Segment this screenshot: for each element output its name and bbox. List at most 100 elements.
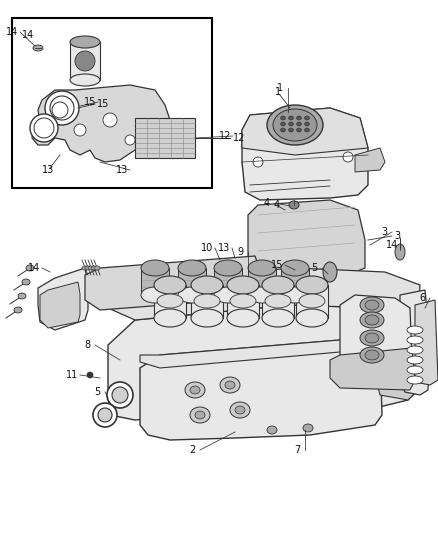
Ellipse shape [91, 266, 97, 270]
Ellipse shape [297, 122, 301, 126]
Ellipse shape [74, 124, 86, 136]
Ellipse shape [265, 294, 291, 308]
Ellipse shape [103, 113, 117, 127]
Ellipse shape [407, 376, 423, 384]
Text: 14: 14 [386, 240, 398, 250]
Text: 13: 13 [42, 165, 54, 175]
Ellipse shape [304, 116, 310, 120]
Ellipse shape [365, 333, 379, 343]
Ellipse shape [273, 109, 317, 141]
Ellipse shape [262, 309, 294, 327]
Text: 3: 3 [381, 227, 387, 237]
Text: 9: 9 [237, 247, 243, 257]
Ellipse shape [88, 266, 94, 270]
Polygon shape [248, 200, 365, 272]
Ellipse shape [280, 116, 286, 120]
Ellipse shape [190, 407, 210, 423]
Text: 5: 5 [311, 263, 317, 273]
Ellipse shape [407, 366, 423, 374]
Text: 12: 12 [219, 131, 231, 141]
Ellipse shape [303, 424, 313, 432]
Ellipse shape [220, 377, 240, 393]
Ellipse shape [281, 260, 309, 276]
Ellipse shape [93, 403, 117, 427]
Ellipse shape [45, 91, 79, 125]
Polygon shape [330, 348, 415, 390]
Ellipse shape [194, 294, 220, 308]
Ellipse shape [235, 406, 245, 414]
Ellipse shape [112, 387, 128, 403]
Ellipse shape [85, 266, 91, 270]
Ellipse shape [280, 128, 286, 132]
Ellipse shape [360, 330, 384, 346]
Polygon shape [154, 285, 186, 318]
Ellipse shape [299, 294, 325, 308]
Ellipse shape [154, 276, 186, 294]
Ellipse shape [360, 297, 384, 313]
Ellipse shape [407, 336, 423, 344]
Polygon shape [340, 295, 412, 372]
Ellipse shape [178, 260, 206, 276]
Ellipse shape [191, 309, 223, 327]
Ellipse shape [360, 347, 384, 363]
Ellipse shape [141, 260, 169, 276]
Ellipse shape [34, 118, 54, 138]
Text: 1: 1 [275, 87, 281, 97]
Text: 11: 11 [66, 370, 78, 380]
Polygon shape [108, 268, 420, 325]
Polygon shape [32, 85, 170, 162]
Polygon shape [227, 285, 259, 318]
Polygon shape [191, 285, 223, 318]
Text: 14: 14 [22, 30, 34, 40]
Ellipse shape [296, 276, 328, 294]
Text: 5: 5 [94, 387, 100, 397]
Text: 14: 14 [6, 27, 18, 37]
Ellipse shape [248, 260, 276, 276]
Polygon shape [141, 268, 169, 295]
Ellipse shape [185, 382, 205, 398]
Ellipse shape [70, 74, 100, 86]
Ellipse shape [157, 294, 183, 308]
Polygon shape [415, 300, 438, 385]
Ellipse shape [253, 157, 263, 167]
Text: 1: 1 [277, 83, 283, 93]
Ellipse shape [407, 356, 423, 364]
Ellipse shape [365, 350, 379, 360]
Ellipse shape [191, 276, 223, 294]
Text: 12: 12 [233, 133, 245, 143]
Polygon shape [355, 148, 385, 172]
Ellipse shape [248, 287, 276, 303]
Ellipse shape [281, 287, 309, 303]
Ellipse shape [107, 382, 133, 408]
Ellipse shape [214, 260, 242, 276]
Polygon shape [140, 340, 380, 368]
Polygon shape [242, 108, 368, 200]
Polygon shape [85, 256, 260, 310]
Ellipse shape [87, 372, 93, 378]
Ellipse shape [33, 45, 43, 51]
Polygon shape [281, 268, 309, 295]
Ellipse shape [267, 426, 277, 434]
Ellipse shape [50, 96, 74, 120]
Ellipse shape [230, 294, 256, 308]
Text: 4: 4 [274, 200, 280, 210]
Polygon shape [178, 268, 206, 295]
Polygon shape [214, 268, 242, 295]
Ellipse shape [230, 402, 250, 418]
Ellipse shape [365, 300, 379, 310]
Text: 10: 10 [201, 243, 213, 253]
Text: 6: 6 [419, 293, 425, 303]
Polygon shape [248, 268, 276, 295]
Ellipse shape [407, 346, 423, 354]
Ellipse shape [227, 276, 259, 294]
Polygon shape [400, 290, 430, 395]
Ellipse shape [141, 287, 169, 303]
Polygon shape [40, 282, 80, 328]
Bar [135, 118, 195, 158]
Ellipse shape [297, 128, 301, 132]
Ellipse shape [267, 105, 323, 145]
Polygon shape [262, 285, 294, 318]
Text: 13: 13 [116, 165, 128, 175]
Ellipse shape [14, 307, 22, 313]
Ellipse shape [26, 265, 34, 271]
